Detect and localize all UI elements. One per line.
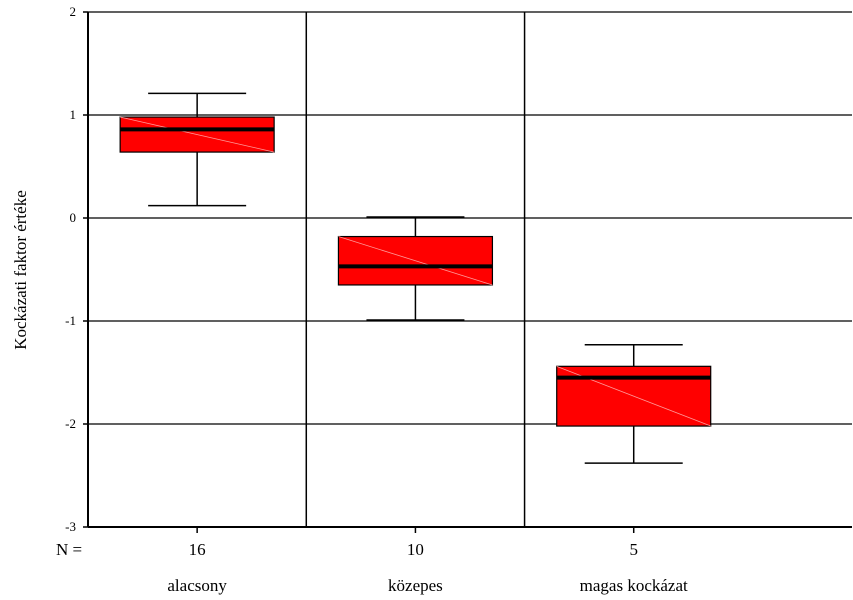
y-tick-label: 1 xyxy=(70,107,77,122)
box-3 xyxy=(556,343,712,464)
y-tick-label: -1 xyxy=(65,313,76,328)
n-count: 5 xyxy=(629,540,638,559)
box-plots xyxy=(119,92,712,464)
box-2 xyxy=(337,216,494,321)
y-tick-label: -2 xyxy=(65,416,76,431)
category-label: alacsony xyxy=(167,576,227,595)
n-count: 16 xyxy=(189,540,206,559)
n-count: 10 xyxy=(407,540,424,559)
y-axis-label: Kockázati faktor értéke xyxy=(11,190,30,350)
y-tick-label: 0 xyxy=(70,210,77,225)
axes xyxy=(87,12,852,528)
box-highlight xyxy=(338,236,493,286)
category-label: magas kockázat xyxy=(580,576,688,595)
y-tick-label: -3 xyxy=(65,519,76,534)
y-tick-label: 2 xyxy=(70,4,77,19)
box-highlight xyxy=(120,116,275,153)
box-1 xyxy=(119,92,275,207)
n-label: N = xyxy=(56,540,82,559)
category-label: közepes xyxy=(388,576,443,595)
